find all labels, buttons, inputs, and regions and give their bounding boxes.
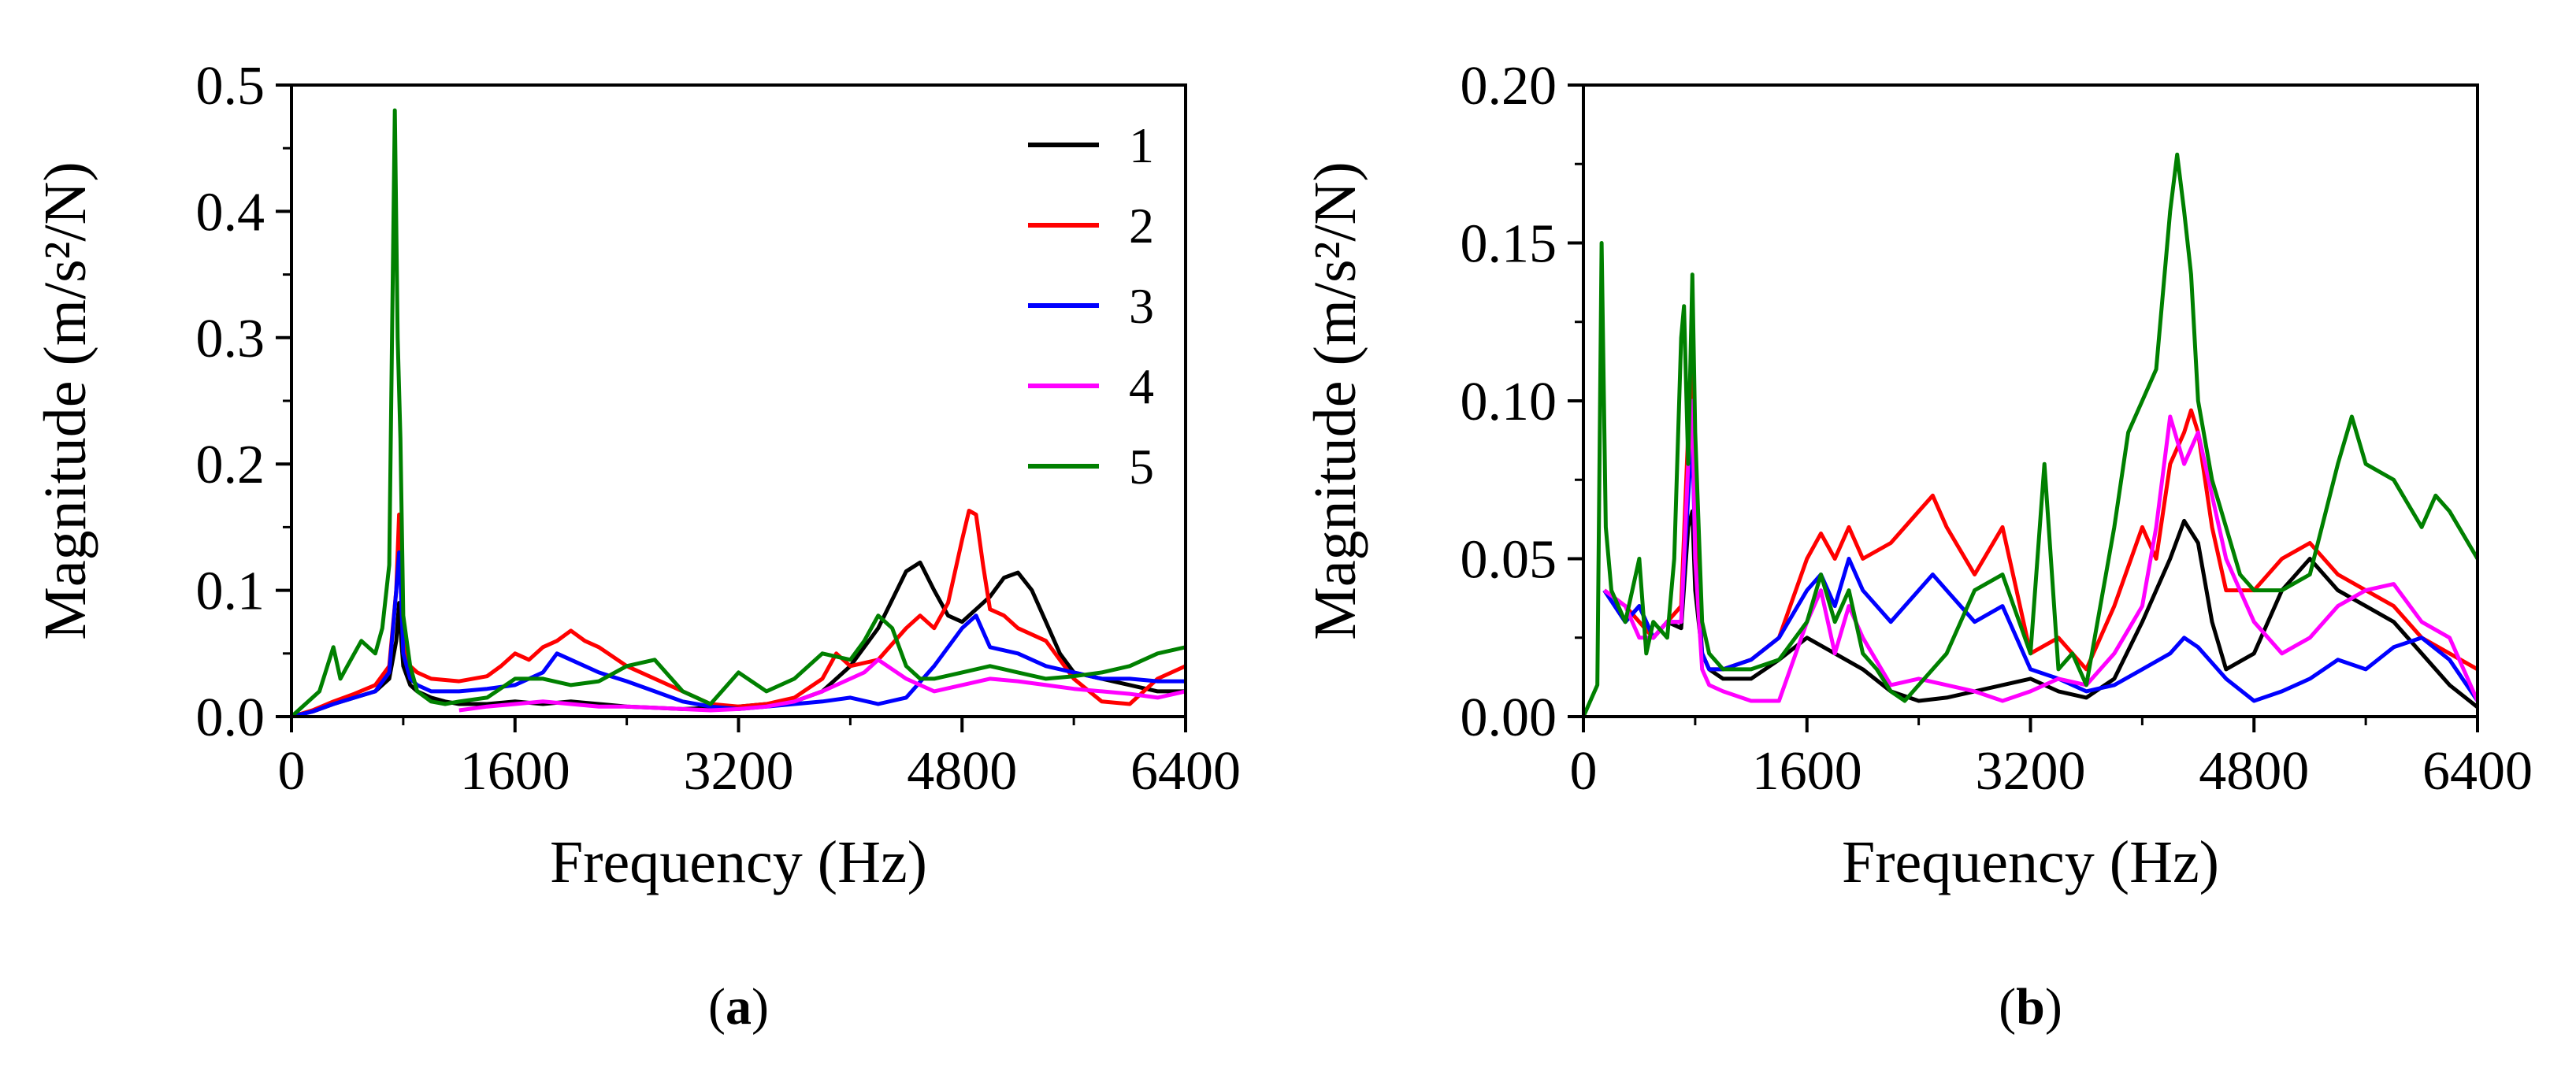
series-line-5 <box>1583 152 2478 717</box>
x-axis-title: Frequency (Hz) <box>550 829 927 895</box>
series-line-4 <box>458 658 1186 713</box>
legend-label-3: 3 <box>1129 278 1154 334</box>
series-line-3 <box>1602 430 2478 703</box>
panel-label: (b) <box>1999 978 2062 1036</box>
plot-frame <box>1582 83 2479 718</box>
chart-panel-b: 0 1600 3200 4800 6400 0.00 0.05 0.10 0.15 0.20 Fre… <box>1302 56 2533 1036</box>
x-tick-label: 3200 <box>684 741 794 802</box>
x-tick-label: 6400 <box>2422 741 2533 802</box>
x-tick-label: 4800 <box>2199 741 2309 802</box>
x-tick-label: 6400 <box>1130 741 1241 802</box>
y-tick-label: 0.4 <box>196 182 265 243</box>
series-line-1 <box>291 560 1186 717</box>
panel-label: (a) <box>708 978 769 1036</box>
x-tick-label: 1600 <box>1752 741 1862 802</box>
y-tick-label: 0.3 <box>196 309 265 369</box>
series-line-3 <box>291 550 1186 717</box>
x-tick-label: 0 <box>1570 741 1598 802</box>
chart-panel-a: 0 1600 3200 4800 6400 0.0 0.1 0.2 0.3 0.4 0.5 Frequ… <box>32 56 1241 1036</box>
y-tick-label: 0.15 <box>1461 214 1557 275</box>
legend-label-4: 4 <box>1129 358 1154 414</box>
legend-label-2: 2 <box>1129 198 1154 254</box>
y-tick-label: 0.00 <box>1461 687 1557 748</box>
y-tick-label: 0.5 <box>196 56 265 117</box>
y-tick-label: 0.20 <box>1461 56 1557 117</box>
y-tick-label: 0.2 <box>196 435 265 495</box>
x-axis-title: Frequency (Hz) <box>1842 829 2219 895</box>
y-axis-title: Magnitude (m/s²/N) <box>32 161 98 639</box>
y-tick-label: 0.0 <box>196 687 265 748</box>
x-tick-label: 0 <box>278 741 306 802</box>
legend-label-5: 5 <box>1129 439 1154 495</box>
series-line-1 <box>1602 509 2478 709</box>
y-tick-label: 0.05 <box>1461 530 1557 591</box>
series-lines <box>291 108 1186 717</box>
series-line-4 <box>1603 398 2478 703</box>
plot-frame <box>290 83 1187 718</box>
y-axis-title: Magnitude (m/s²/N) <box>1302 161 1368 639</box>
y-tick-label: 0.1 <box>196 561 265 622</box>
series-lines <box>1583 152 2478 717</box>
legend-label-1: 1 <box>1129 117 1154 173</box>
x-tick-label: 3200 <box>1976 741 2086 802</box>
x-tick-label: 4800 <box>907 741 1017 802</box>
x-tick-label: 1600 <box>460 741 570 802</box>
series-line-5 <box>291 108 1186 717</box>
legend: 1 2 3 4 5 <box>1028 117 1154 495</box>
y-tick-label: 0.10 <box>1461 372 1557 432</box>
